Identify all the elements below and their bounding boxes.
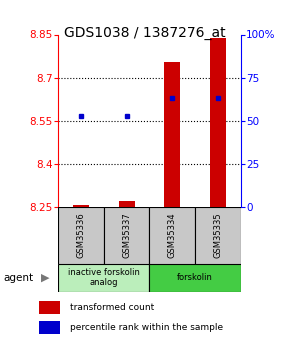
Text: percentile rank within the sample: percentile rank within the sample [70, 323, 223, 332]
Text: GSM35334: GSM35334 [168, 213, 177, 258]
Text: agent: agent [3, 273, 33, 283]
Bar [210, 38, 226, 207]
Text: GSM35335: GSM35335 [213, 213, 222, 258]
Bar [58, 207, 104, 264]
Bar [164, 62, 180, 207]
Bar [119, 201, 135, 207]
Bar [39, 321, 60, 334]
Text: GSM35336: GSM35336 [76, 213, 85, 258]
Text: inactive forskolin
analog: inactive forskolin analog [68, 268, 139, 287]
Text: GDS1038 / 1387276_at: GDS1038 / 1387276_at [64, 26, 226, 40]
Text: GSM35337: GSM35337 [122, 213, 131, 258]
Text: transformed count: transformed count [70, 303, 154, 312]
Text: forskolin: forskolin [177, 273, 213, 282]
Bar [149, 207, 195, 264]
Text: ▶: ▶ [41, 273, 49, 283]
Bar [195, 207, 241, 264]
Bar [149, 264, 241, 292]
Bar [58, 264, 149, 292]
Bar [73, 205, 89, 207]
Bar [104, 207, 149, 264]
Bar [39, 301, 60, 314]
